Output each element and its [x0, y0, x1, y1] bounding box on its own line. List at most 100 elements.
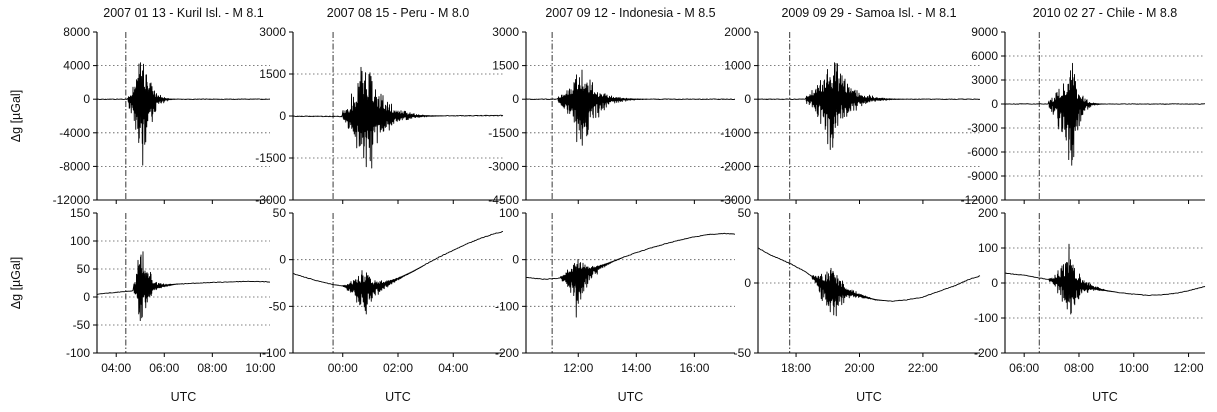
y-tick-label: 100	[70, 234, 90, 248]
y-tick-label: 3000	[492, 25, 519, 39]
event-column-3: 2007 09 12 - Indonesia - M 8.5 -4500 -3000…	[488, 6, 736, 404]
y-tick-label: 0	[83, 290, 90, 304]
event-column-1: 2007 01 13 - Kuril Isl. - M 8.1 -12000 -80…	[53, 6, 276, 404]
x-tick-label: 02:00	[383, 361, 413, 375]
y-tick-label: -1500	[488, 126, 519, 140]
gravity-trace	[757, 62, 981, 150]
event-column-5: 2010 02 27 - Chile - M 8.8 -12000 -9000 -60…	[961, 6, 1206, 404]
y-tick-label: -3000	[488, 159, 519, 173]
y-tick-label: -100	[262, 346, 286, 360]
y-axis-label-bottom: Δg [µGal]	[9, 257, 23, 309]
event-column-2: 2007 08 15 - Peru - M 8.0 -3000 -1500 0 1500…	[255, 6, 504, 404]
y-tick-label: 0	[279, 253, 286, 267]
y-tick-label: -1000	[720, 126, 751, 140]
x-tick-label: 18:00	[781, 361, 811, 375]
y-tick-label: 100	[978, 241, 998, 255]
y-tick-label: 1500	[259, 67, 286, 81]
y-tick-label: 3000	[971, 73, 998, 87]
y-tick-label: -6000	[967, 145, 998, 159]
y-tick-label: -50	[73, 318, 91, 332]
y-tick-label: 2000	[724, 25, 751, 39]
x-tick-label: 06:00	[1009, 361, 1039, 375]
top-panel: -3000 -2000 -1000 0 1000 2000	[720, 25, 981, 207]
y-tick-label: -3000	[720, 193, 751, 207]
y-tick-label: 50	[738, 206, 752, 220]
y-tick-label: -4000	[59, 126, 90, 140]
y-tick-label: -3000	[255, 193, 286, 207]
y-tick-label: 0	[83, 92, 90, 106]
bottom-panel: -200 -100 0 100 200 06:00 08:00 10:00 12:00	[974, 206, 1206, 375]
y-tick-label: -50	[269, 299, 287, 313]
gravity-trace	[96, 62, 271, 166]
top-panel: -12000 -9000 -6000 -3000 0 3000 6000 9000	[961, 25, 1206, 207]
x-tick-label: 06:00	[149, 361, 179, 375]
panel-title: 2009 09 29 - Samoa Isl. - M 8.1	[781, 6, 956, 20]
x-tick-label: 00:00	[328, 361, 358, 375]
x-axis-label: UTC	[618, 390, 644, 404]
x-axis-label: UTC	[171, 390, 197, 404]
y-tick-label: 0	[279, 109, 286, 123]
y-tick-label: -3000	[967, 121, 998, 135]
x-tick-label: 10:00	[245, 361, 275, 375]
panel-title: 2010 02 27 - Chile - M 8.8	[1033, 6, 1178, 20]
panel-title: 2007 09 12 - Indonesia - M 8.5	[545, 6, 715, 20]
y-tick-label: 200	[978, 206, 998, 220]
y-tick-label: -200	[974, 346, 998, 360]
y-tick-label: 150	[70, 206, 90, 220]
y-tick-label: 8000	[63, 25, 90, 39]
y-tick-label: 0	[512, 253, 519, 267]
top-panel: -12000 -8000 -4000 0 4000 8000	[53, 25, 271, 207]
y-tick-label: 0	[512, 92, 519, 106]
y-tick-label: -2000	[720, 159, 751, 173]
x-tick-label: 22:00	[908, 361, 938, 375]
x-tick-label: 10:00	[1119, 361, 1149, 375]
x-tick-label: 08:00	[1064, 361, 1094, 375]
y-tick-label: -50	[734, 346, 752, 360]
y-tick-label: 50	[273, 206, 287, 220]
gravity-trace	[525, 232, 736, 318]
panel-title: 2007 08 15 - Peru - M 8.0	[327, 6, 469, 20]
y-tick-label: 0	[991, 276, 998, 290]
y-tick-label: 0	[744, 92, 751, 106]
top-panel: -4500 -3000 -1500 0 1500 3000	[488, 25, 736, 207]
bottom-panel: -200 -100 0 100 12:00 14:00 16:00	[495, 206, 736, 375]
y-tick-label: 100	[499, 206, 519, 220]
x-axis-label: UTC	[385, 390, 411, 404]
y-tick-label: -12000	[961, 193, 999, 207]
y-tick-label: 0	[744, 276, 751, 290]
gravity-trace	[757, 247, 981, 317]
y-tick-label: 9000	[971, 25, 998, 39]
x-tick-label: 08:00	[197, 361, 227, 375]
event-column-4: 2009 09 29 - Samoa Isl. - M 8.1 -3000 -200…	[720, 6, 981, 404]
gravity-trace	[525, 69, 736, 146]
y-tick-label: -200	[495, 346, 519, 360]
x-tick-label: 12:00	[1174, 361, 1204, 375]
x-tick-label: 14:00	[621, 361, 651, 375]
gravity-trace	[292, 231, 504, 315]
y-tick-label: 1000	[724, 59, 751, 73]
gravity-trace	[96, 251, 271, 322]
y-tick-label: 3000	[259, 25, 286, 39]
panel-title: 2007 01 13 - Kuril Isl. - M 8.1	[103, 6, 264, 20]
gravity-trace	[1004, 243, 1206, 315]
y-tick-label: 4000	[63, 59, 90, 73]
y-tick-label: -100	[974, 311, 998, 325]
gravity-trace	[1004, 62, 1206, 166]
y-axis-label-top: Δg [µGal]	[9, 90, 23, 142]
x-axis-label: UTC	[856, 390, 882, 404]
y-tick-label: 6000	[971, 49, 998, 63]
x-tick-label: 04:00	[101, 361, 131, 375]
bottom-panel: -100 -50 0 50 00:00 02:00 04:00	[262, 206, 504, 375]
y-tick-label: 0	[991, 97, 998, 111]
y-tick-label: -100	[495, 299, 519, 313]
x-tick-label: 04:00	[438, 361, 468, 375]
x-tick-label: 12:00	[563, 361, 593, 375]
y-tick-label: -4500	[488, 193, 519, 207]
x-tick-label: 20:00	[844, 361, 874, 375]
y-tick-label: -1500	[255, 151, 286, 165]
y-tick-label: -8000	[59, 159, 90, 173]
x-axis-label: UTC	[1092, 390, 1118, 404]
bottom-panel: -50 0 50 18:00 20:00 22:00	[734, 206, 981, 375]
gravity-trace	[292, 66, 504, 169]
